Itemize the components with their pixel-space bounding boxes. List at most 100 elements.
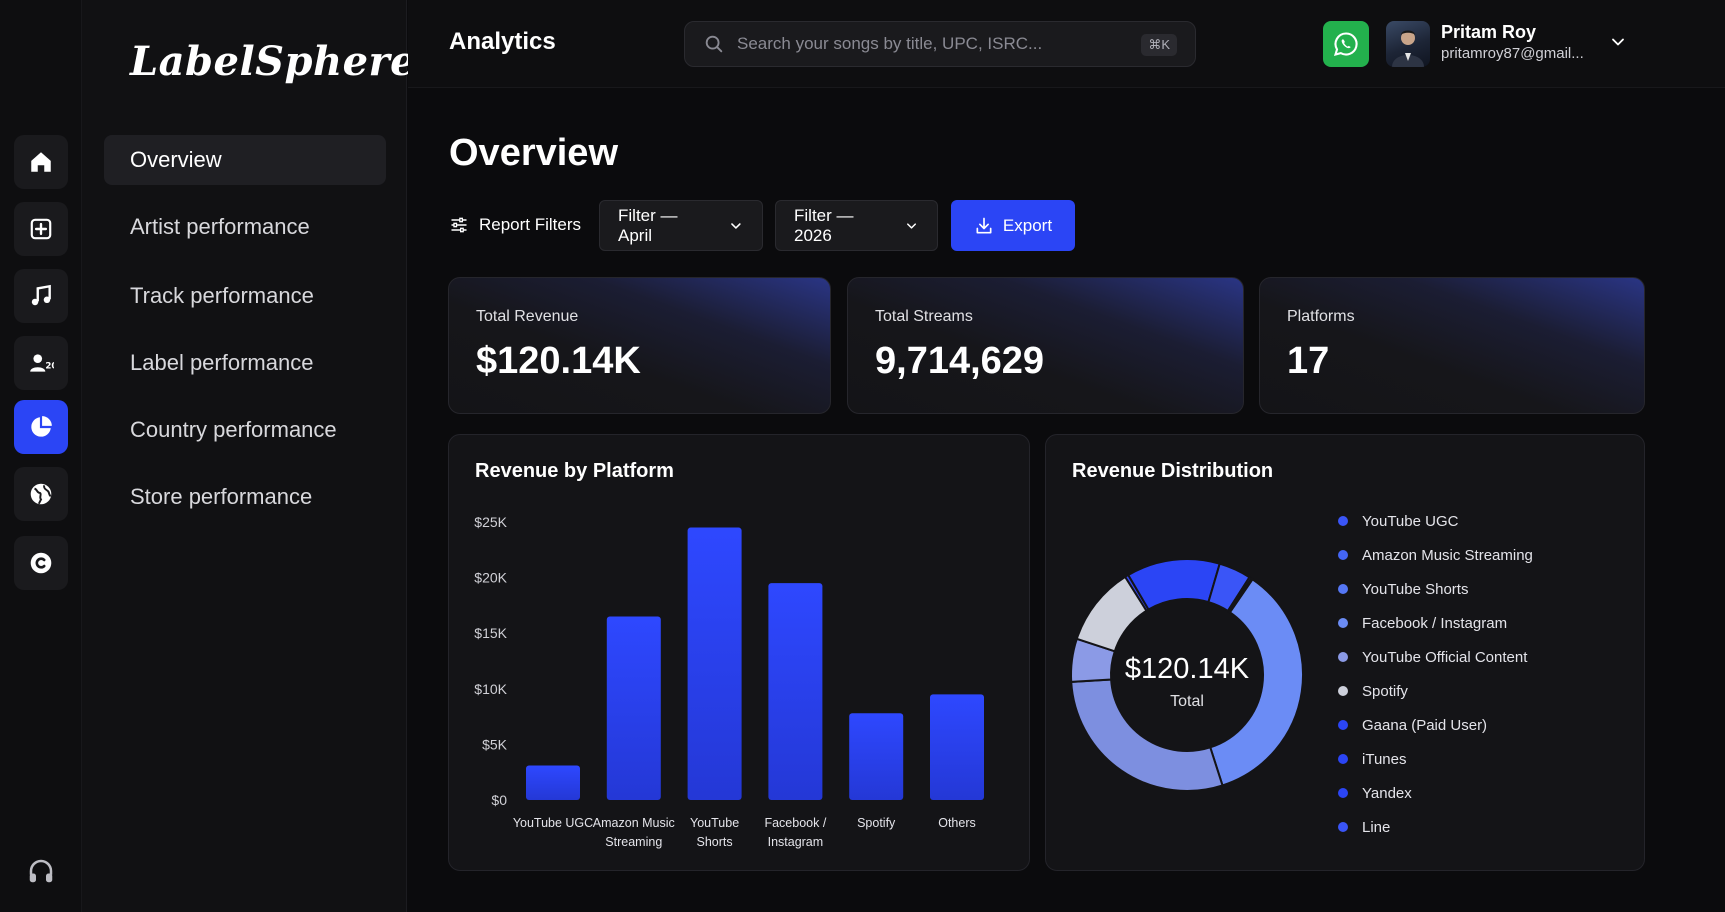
legend-label: Yandex (1362, 784, 1412, 802)
revenue-by-platform-panel: Revenue by Platform $0 $5K $10K $15K $20K $25… (448, 434, 1030, 871)
x-tick-label: Amazon Music Streaming (593, 816, 675, 849)
legend-item: iTunes (1338, 749, 1598, 769)
search-shortcut-badge: ⌘K (1141, 34, 1177, 56)
page-title: Overview (449, 132, 618, 174)
legend-label: YouTube Shorts (1362, 580, 1469, 598)
search-input[interactable]: Search your songs by title, UPC, ISRC...… (684, 21, 1196, 67)
music-note-icon (31, 284, 51, 306)
sliders-icon (451, 217, 467, 233)
rail-add-button[interactable] (14, 202, 68, 256)
nav-item-label: Country performance (130, 417, 337, 442)
chevron-down-icon (906, 222, 916, 229)
nav-item-label-performance[interactable]: Label performance (104, 338, 386, 388)
x-tick-label: Others (938, 816, 976, 830)
month-filter-dropdown[interactable]: Filter — April (599, 200, 763, 251)
bar (526, 765, 580, 800)
report-filters-button[interactable]: Report Filters (449, 212, 581, 238)
rail-music-button[interactable] (14, 269, 68, 323)
rail-analytics-button[interactable] (14, 400, 68, 454)
legend-dot (1338, 754, 1348, 764)
nav-item-track-performance[interactable]: Track performance (104, 271, 386, 321)
analytics-pie-icon (31, 416, 52, 437)
copyright-icon (30, 552, 52, 574)
y-tick-label: $0 (491, 792, 507, 808)
legend-item: Gaana (Paid User) (1338, 715, 1598, 735)
nav-item-label: Store performance (130, 484, 313, 509)
legend-dot (1338, 584, 1348, 594)
legend-label: iTunes (1362, 750, 1407, 768)
revenue-distribution-panel: Revenue Distribution $120.14K Total YouTu… (1045, 434, 1645, 871)
legend-item: Yandex (1338, 783, 1598, 803)
legend-dot (1338, 516, 1348, 526)
nav-item-overview[interactable]: Overview (104, 135, 386, 185)
search-icon (705, 35, 723, 53)
nav-item-store-performance[interactable]: Store performance (104, 472, 386, 522)
add-release-icon (30, 218, 52, 240)
avatar-photo (1392, 30, 1424, 67)
artists-icon: 20 (30, 354, 54, 372)
nav-item-artist-performance[interactable]: Artist performance (104, 202, 386, 252)
user-avatar[interactable] (1386, 21, 1430, 67)
chart-title: Revenue Distribution (1072, 460, 1274, 482)
y-tick-label: $25K (474, 514, 507, 530)
legend-dot (1338, 550, 1348, 560)
bar (687, 527, 742, 800)
y-tick-label: $5K (482, 736, 508, 752)
headphones-icon[interactable] (26, 856, 56, 886)
legend-label: YouTube UGC (1362, 512, 1459, 530)
year-filter-value: Filter — 2026 (794, 205, 854, 245)
y-tick-label: $10K (474, 681, 507, 697)
user-name: Pritam Roy (1441, 22, 1537, 42)
x-tick-label: Spotify (857, 816, 896, 830)
legend-item: YouTube Official Content (1338, 647, 1598, 667)
nav-item-country-performance[interactable]: Country performance (104, 405, 386, 455)
legend-item: YouTube UGC (1338, 511, 1598, 531)
x-tick-label: Facebook / Instagram (764, 816, 826, 849)
bar (606, 616, 661, 800)
stat-card-total-streams: Total Streams 9,714,629 (847, 277, 1244, 414)
x-tick-label: YouTube Shorts (690, 816, 739, 849)
chevron-down-icon[interactable] (1608, 32, 1628, 52)
bar (930, 694, 984, 800)
page-header-title: Analytics (449, 28, 556, 55)
donut-center-value: $120.14K (1125, 653, 1250, 685)
stat-label: Total Streams (875, 308, 973, 325)
nav-item-label: Label performance (130, 350, 314, 375)
chart-title: Revenue by Platform (475, 460, 674, 482)
top-bar: Analytics Search your songs by title, UP… (408, 0, 1725, 88)
analytics-nav-panel: LabelSphere Overview Artist performance … (82, 0, 416, 912)
rail-copyright-button[interactable] (14, 536, 68, 590)
year-filter-dropdown[interactable]: Filter — 2026 (775, 200, 938, 251)
globe-icon (30, 483, 52, 505)
y-tick-label: $15K (474, 625, 507, 641)
legend-dot (1338, 822, 1348, 832)
legend-label: Amazon Music Streaming (1362, 546, 1533, 564)
rail-artists-button[interactable]: 20 (14, 336, 68, 390)
donut-center-label: Total (1170, 693, 1204, 710)
legend-dot (1338, 720, 1348, 730)
legend-dot (1338, 686, 1348, 696)
legend-item: Line (1338, 817, 1598, 837)
export-button[interactable]: Export (951, 200, 1075, 251)
home-icon (31, 152, 51, 172)
legend-dot (1338, 652, 1348, 662)
export-label: Export (1002, 215, 1053, 235)
legend-item: Facebook / Instagram (1338, 613, 1598, 633)
bar (849, 713, 904, 800)
report-filters-label: Report Filters (479, 215, 582, 234)
nav-item-label: Track performance (130, 283, 314, 308)
legend-dot (1338, 618, 1348, 628)
whatsapp-button[interactable] (1323, 21, 1369, 67)
stat-card-platforms: Platforms 17 (1259, 277, 1645, 414)
legend-item: Amazon Music Streaming (1338, 545, 1598, 565)
rail-globe-button[interactable] (14, 467, 68, 521)
stat-card-total-revenue: Total Revenue $120.14K (448, 277, 831, 414)
svg-text:20: 20 (45, 361, 54, 371)
chevron-down-icon (731, 222, 741, 229)
rail-home-button[interactable] (14, 135, 68, 189)
legend-item: Spotify (1338, 681, 1598, 701)
user-email: pritamroy87@gmail... (1441, 45, 1584, 62)
legend-label: YouTube Official Content (1362, 648, 1528, 666)
icon-rail: 20 (0, 0, 82, 912)
search-placeholder: Search your songs by title, UPC, ISRC... (737, 34, 1043, 53)
